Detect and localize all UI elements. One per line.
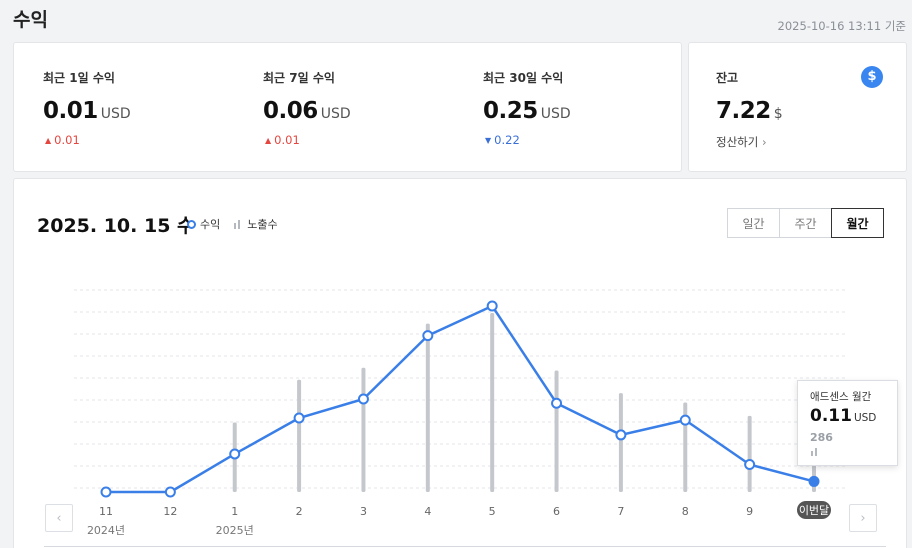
chart-bottom-divider [44, 546, 886, 547]
chart-tooltip: 애드센스 월간 0.11 USD 286 [797, 380, 898, 466]
revenue-point [357, 393, 369, 405]
current-month-badge [797, 501, 831, 519]
stat-unit: USD [540, 106, 571, 122]
chart-card: 2025. 10. 15 수 수익 노출수 일간 주간 월간 11 12 1 2 3 4 5… [13, 178, 907, 548]
x-tick-label: 11 [99, 505, 113, 518]
chevron-right-icon: › [860, 510, 866, 526]
summary-card: 최근 1일 수익 0.01 USD ▲ 0.01 최근 7일 수익 0.06 USD … [13, 42, 682, 172]
impressions-legend-icon [234, 219, 242, 229]
tooltip-impressions: 286 [810, 431, 833, 444]
triangle-up-icon: ▲ [265, 136, 272, 145]
delta-value: 0.01 [274, 133, 300, 147]
x-tick-label: 1 [231, 505, 238, 518]
balance-number: 7.22 [716, 98, 771, 124]
revenue-point [100, 486, 112, 498]
revenue-point [422, 330, 434, 342]
triangle-down-icon: ▼ [485, 136, 492, 145]
x-tick-label: 2 [296, 505, 303, 518]
stat-delta: ▲ 0.01 [45, 133, 80, 147]
dollar-icon: $ [861, 66, 883, 88]
revenue-point [164, 486, 176, 498]
stat-delta: ▼ 0.22 [485, 133, 520, 147]
x-tick-label: 7 [617, 505, 624, 518]
x-tick-label: 5 [489, 505, 496, 518]
chevron-right-icon: › [761, 135, 767, 149]
x-tick-label: 9 [746, 505, 753, 518]
prev-button[interactable]: ‹ [45, 504, 73, 532]
stat-number: 0.06 [263, 98, 318, 124]
stat-value: 0.01 USD [43, 98, 131, 124]
chevron-left-icon: ‹ [56, 510, 62, 526]
stat-delta: ▲ 0.01 [265, 133, 300, 147]
period-tabs: 일간 주간 월간 [727, 208, 884, 238]
tab-daily[interactable]: 일간 [727, 208, 780, 238]
stat-unit: USD [320, 106, 351, 122]
stat-label: 최근 30일 수익 [483, 71, 564, 85]
impressions-bar [618, 393, 623, 492]
stat-value: 0.25 USD [483, 98, 571, 124]
x-tick-label: 4 [424, 505, 431, 518]
balance-unit: $ [773, 106, 783, 122]
balance-value: 7.22 $ [716, 98, 783, 124]
x-tick-label: 8 [682, 505, 689, 518]
stat-value: 0.06 USD [263, 98, 351, 124]
page-title: 수익 [13, 9, 48, 31]
revenue-point [679, 414, 691, 426]
revenue-point [229, 448, 241, 460]
x-tick-label: 3 [360, 505, 367, 518]
tooltip-title: 애드센스 월간 [810, 391, 872, 403]
impressions-bar [554, 370, 559, 492]
year-label: 2025년 [216, 524, 254, 537]
legend-revenue: 수익 [200, 218, 221, 231]
balance-label: 잔고 [716, 71, 739, 85]
stat-label: 최근 7일 수익 [263, 71, 335, 85]
tab-weekly[interactable]: 주간 [779, 208, 832, 238]
stat-unit: USD [100, 106, 131, 122]
revenue-legend-icon [187, 219, 196, 229]
impressions-bar [490, 313, 495, 492]
legend-impressions: 노출수 [247, 218, 278, 231]
settle-link[interactable]: 정산하기 › [716, 134, 767, 150]
impressions-bars-icon [811, 448, 819, 456]
stat-number: 0.01 [43, 98, 98, 124]
x-tick-label: 이번달 [799, 504, 829, 517]
settle-label: 정산하기 [716, 135, 759, 149]
impressions-bar [425, 323, 430, 492]
revenue-point [615, 429, 627, 441]
impressions-bar [297, 379, 302, 492]
stat-label: 최근 1일 수익 [43, 71, 115, 85]
delta-value: 0.22 [494, 133, 520, 147]
revenue-point [486, 300, 498, 312]
revenue-point [293, 412, 305, 424]
impressions-bar [361, 367, 366, 492]
tab-monthly[interactable]: 월간 [831, 208, 884, 238]
triangle-up-icon: ▲ [45, 136, 52, 145]
balance-card: 잔고 $ 7.22 $ 정산하기 › [688, 42, 907, 172]
next-button[interactable]: › [849, 504, 877, 532]
timestamp: 2025-10-16 13:11 기준 [777, 19, 906, 33]
tooltip-number: 0.11 [810, 406, 852, 426]
x-tick-label: 6 [553, 505, 560, 518]
impressions-bar [747, 415, 752, 492]
revenue-point [744, 459, 756, 471]
tooltip-unit: USD [853, 412, 877, 424]
chart-date: 2025. 10. 15 수 [37, 215, 195, 237]
x-tick-label: 12 [163, 505, 177, 518]
year-label: 2024년 [87, 524, 125, 537]
revenue-point [808, 475, 820, 487]
tooltip-value: 0.11 USD [810, 406, 876, 426]
revenue-line [106, 304, 815, 494]
delta-value: 0.01 [54, 133, 80, 147]
stat-number: 0.25 [483, 98, 538, 124]
revenue-point [551, 397, 563, 409]
chart-legend: 수익 노출수 [187, 216, 278, 232]
